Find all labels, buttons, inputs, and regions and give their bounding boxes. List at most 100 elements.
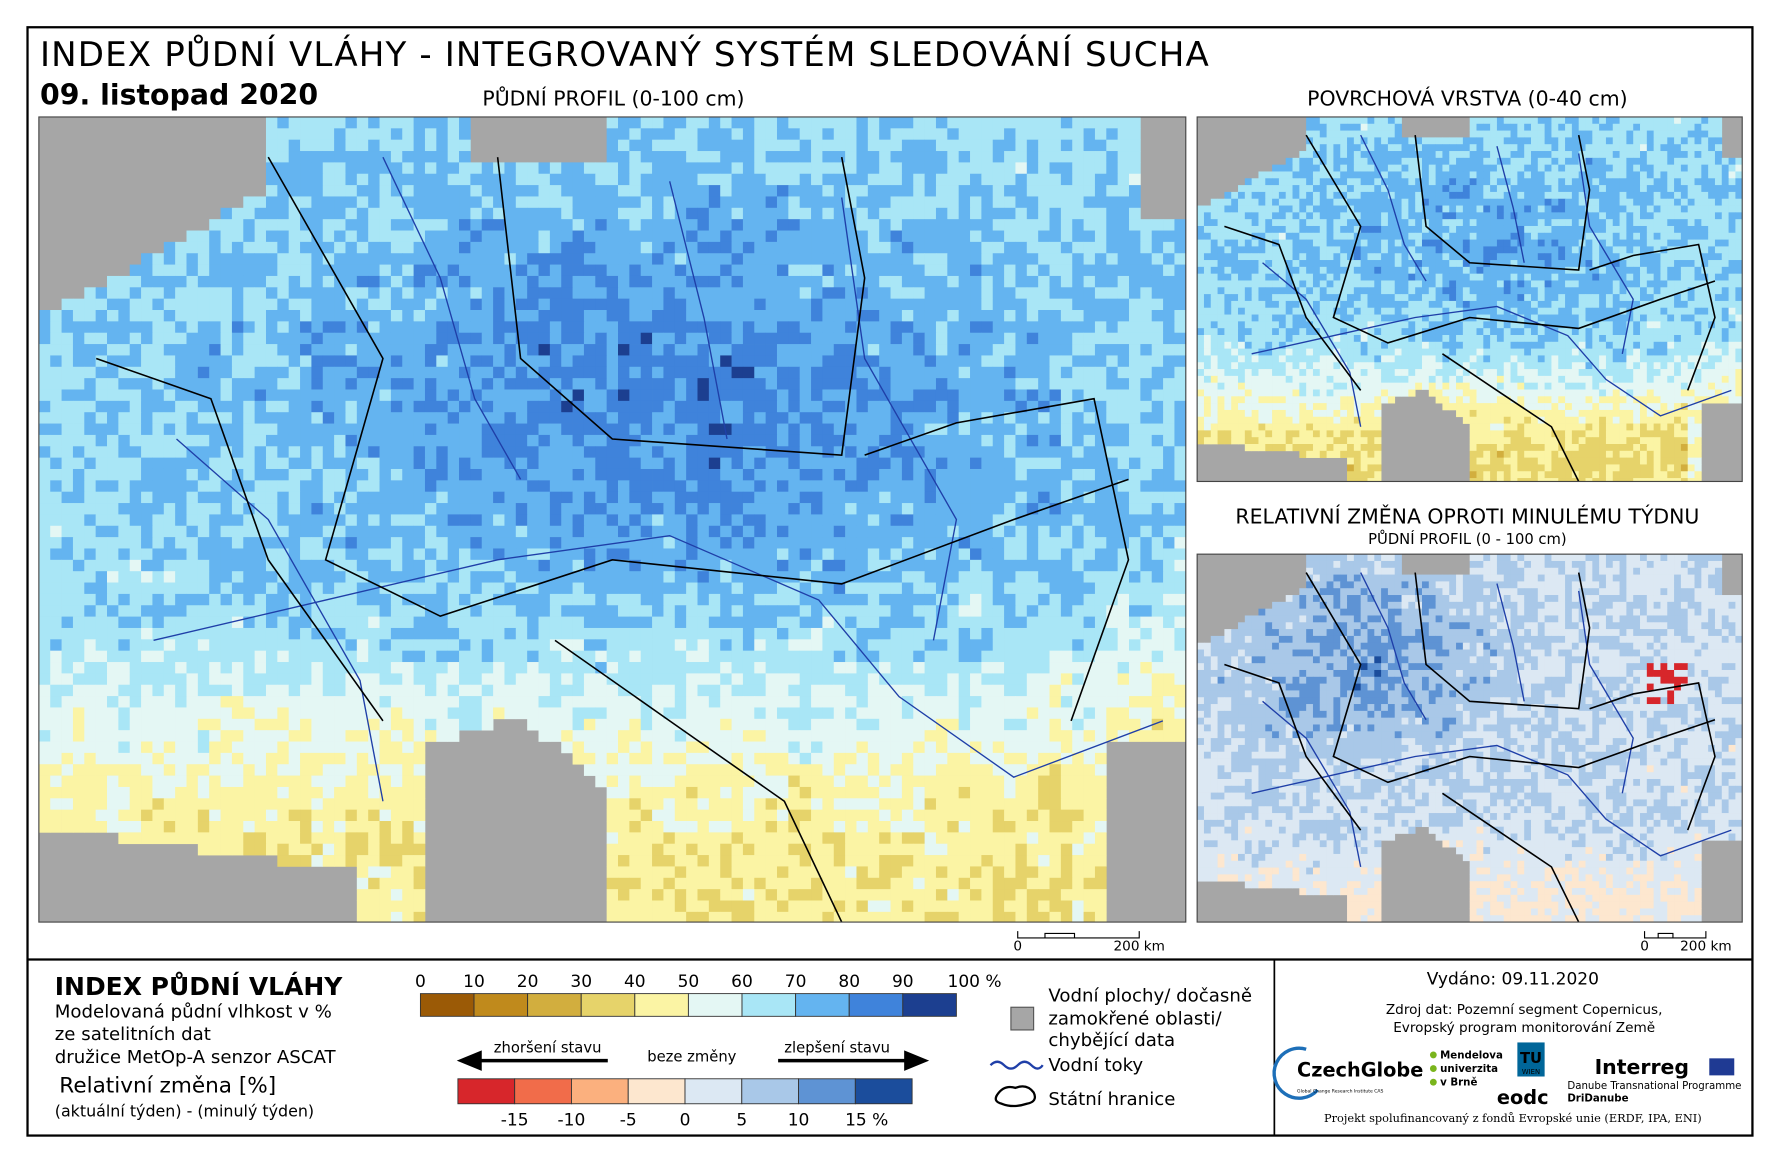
map-cell (231, 537, 244, 549)
map-cell (322, 446, 335, 458)
map-cell (220, 662, 233, 674)
map-cell (595, 582, 607, 595)
map-cell (368, 559, 380, 572)
map-cell (538, 582, 551, 595)
map-cell (663, 389, 676, 402)
map-cell (356, 673, 369, 686)
map-cell (1072, 128, 1084, 141)
map-cell (277, 162, 290, 175)
map-cell (402, 582, 414, 595)
map-cell (356, 696, 369, 708)
map-cell (1151, 446, 1164, 458)
map-cell (1151, 434, 1164, 447)
map-cell (1140, 378, 1153, 390)
map-cell (107, 503, 119, 515)
map-cell (1083, 196, 1096, 209)
map-cell (277, 173, 290, 186)
map-cell (970, 366, 982, 379)
map-cell (334, 468, 346, 481)
map-cell (1117, 548, 1130, 561)
map-cell (84, 446, 96, 458)
map-cell (390, 378, 403, 390)
map-cell (243, 412, 255, 424)
map-cell (811, 673, 823, 686)
map-cell (118, 525, 131, 538)
map-cell (947, 298, 960, 311)
map-cell (424, 321, 437, 334)
map-cell (527, 366, 539, 379)
map-cell (799, 548, 812, 561)
map-cell (742, 344, 755, 356)
map-cell (50, 446, 62, 458)
map-cell (686, 582, 698, 595)
map-cell (72, 457, 85, 470)
map-cell (186, 423, 199, 436)
map-cell (493, 662, 505, 674)
map-cell (515, 639, 528, 652)
map-cell (742, 684, 755, 697)
map-cell (754, 287, 766, 299)
map-cell (1026, 219, 1039, 231)
map-cell (300, 139, 312, 152)
map-cell (527, 616, 539, 629)
map-cell (754, 400, 766, 413)
map-cell (436, 593, 449, 606)
map-cell (334, 412, 346, 424)
map-cell (822, 480, 835, 493)
map-cell (493, 400, 505, 413)
map-cell (618, 423, 630, 436)
map-cell (1083, 537, 1096, 549)
map-cell (811, 605, 823, 617)
map-cell (1106, 185, 1118, 197)
map-cell (1140, 627, 1153, 640)
map-cell (152, 559, 165, 572)
map-cell (879, 400, 891, 413)
map-cell (277, 378, 290, 390)
map-cell (935, 378, 948, 390)
map-cell (879, 616, 891, 629)
map-cell (1004, 287, 1016, 299)
map-cell (776, 310, 789, 322)
map-cell (879, 491, 891, 504)
map-cell (470, 423, 483, 436)
map-cell (1060, 480, 1073, 493)
map-cell (345, 423, 358, 436)
map-cell (436, 378, 449, 390)
map-cell (345, 128, 358, 141)
map-cell (947, 434, 960, 447)
map-cell (583, 264, 596, 277)
map-cell (163, 457, 176, 470)
map-cell (640, 332, 653, 345)
map-cell (141, 582, 153, 595)
map-cell (788, 525, 801, 538)
map-cell (1004, 321, 1016, 334)
map-cell (1094, 275, 1107, 288)
map-cell (935, 434, 948, 447)
map-cell (345, 593, 358, 606)
map-cell (595, 457, 607, 470)
map-cell (481, 207, 494, 220)
map-cell (1060, 173, 1073, 186)
map-cell (686, 446, 698, 458)
map-cell (209, 310, 221, 322)
map-cell (845, 162, 857, 175)
map-cell (1049, 378, 1062, 390)
map-cell (322, 298, 335, 311)
map-cell (1015, 412, 1028, 424)
map-cell (754, 616, 766, 629)
map-cell (288, 673, 301, 686)
map-cell (640, 514, 653, 527)
map-cell (924, 400, 937, 413)
map-cell (856, 366, 869, 379)
map-cell (663, 480, 676, 493)
map-cell (95, 412, 108, 424)
map-cell (459, 457, 471, 470)
map-cell (549, 503, 562, 515)
map-cell (561, 446, 573, 458)
map-cell (765, 162, 778, 175)
map-cell (300, 412, 312, 424)
map-cell (776, 412, 789, 424)
map-cell (1106, 151, 1118, 163)
map-cell (708, 116, 721, 129)
map-cell (754, 480, 766, 493)
